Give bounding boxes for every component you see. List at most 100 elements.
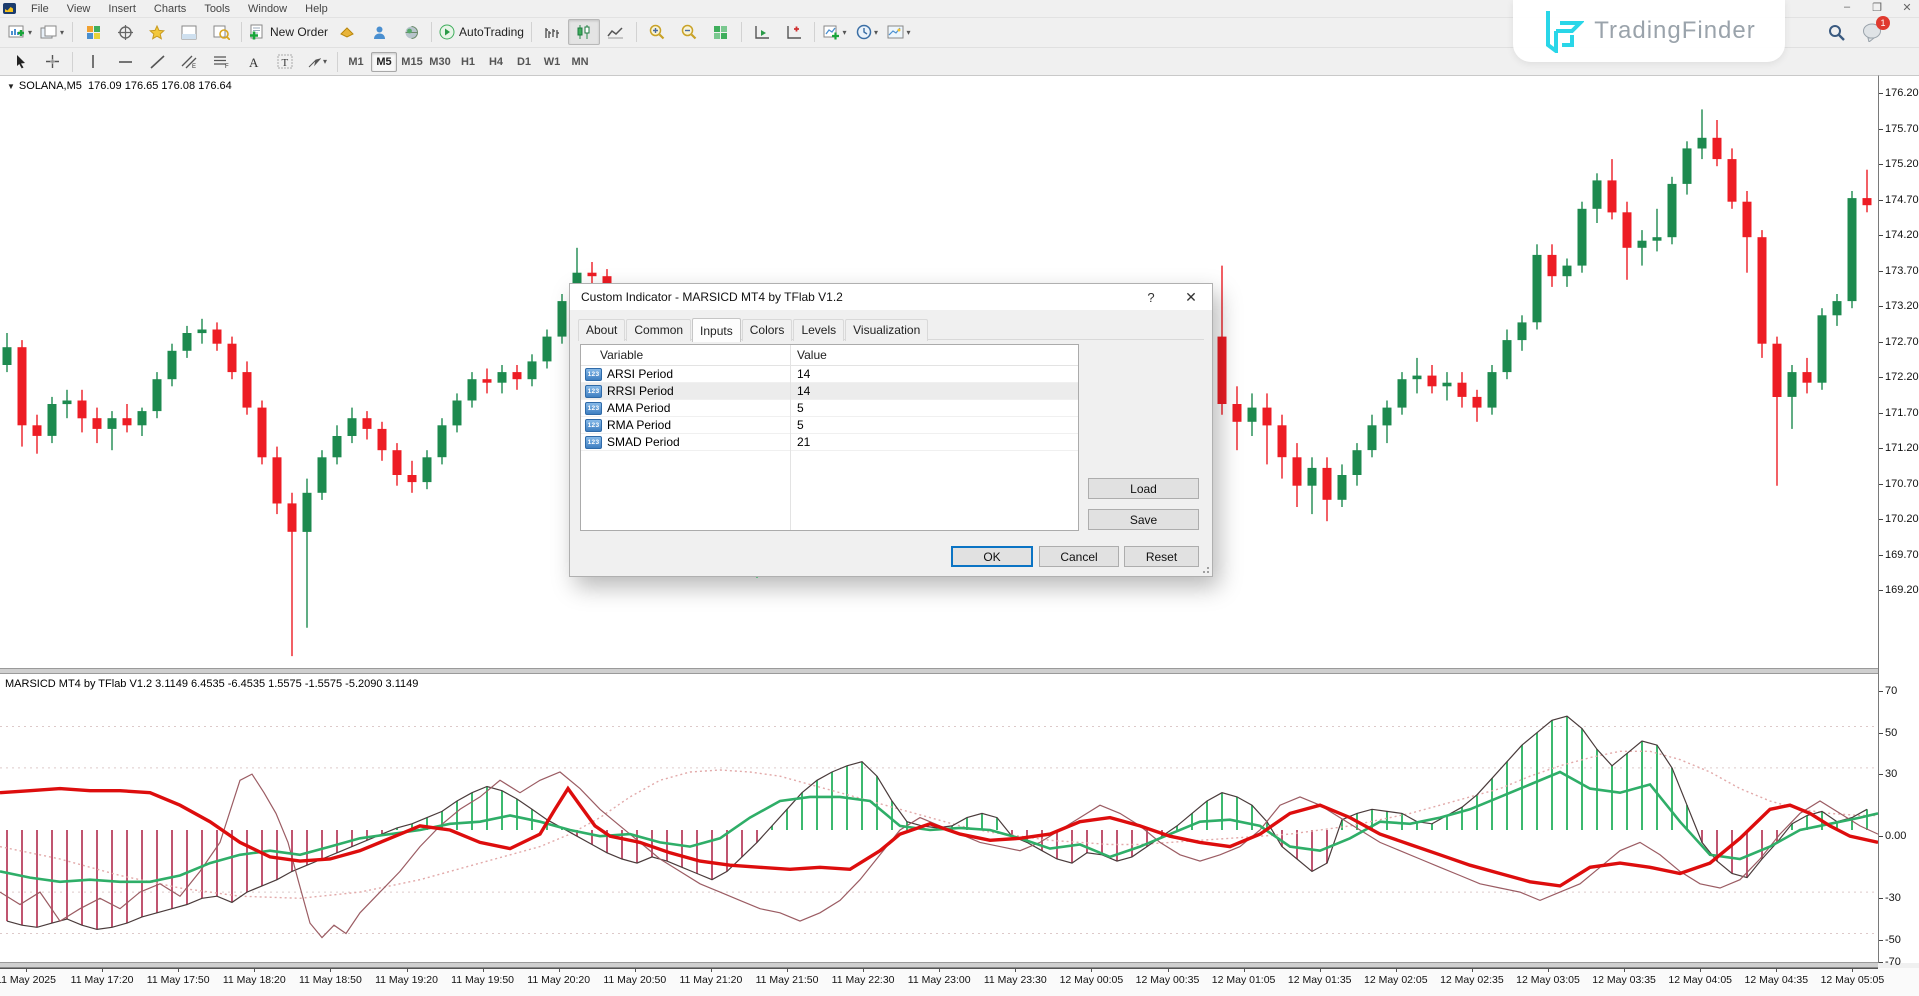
arrows-button[interactable]: ▾ bbox=[301, 49, 333, 75]
tab-levels[interactable]: Levels bbox=[793, 319, 845, 341]
variable-value[interactable]: 21 bbox=[797, 435, 811, 449]
label-icon[interactable]: T bbox=[269, 49, 301, 75]
ok-button[interactable]: OK bbox=[951, 546, 1033, 567]
variable-value[interactable]: 14 bbox=[797, 384, 811, 398]
price-tick bbox=[1879, 377, 1883, 379]
cancel-button[interactable]: Cancel bbox=[1039, 546, 1119, 567]
table-row[interactable]: 123 AMA Period 5 bbox=[581, 400, 1078, 417]
menu-insert[interactable]: Insert bbox=[108, 2, 136, 15]
search-icon[interactable] bbox=[1828, 24, 1846, 42]
crosshair-icon[interactable] bbox=[36, 49, 68, 75]
price-axis-label: 171.70 bbox=[1885, 406, 1919, 419]
text-icon[interactable]: A bbox=[237, 49, 269, 75]
close-button[interactable]: ✕ bbox=[1902, 2, 1912, 14]
vertical-line-icon[interactable] bbox=[77, 49, 109, 75]
panel-divider[interactable] bbox=[0, 668, 1878, 674]
table-row[interactable]: 123 RMA Period 5 bbox=[581, 417, 1078, 434]
save-button[interactable]: Save bbox=[1088, 509, 1199, 530]
tab-colors[interactable]: Colors bbox=[741, 319, 793, 341]
tab-about[interactable]: About bbox=[578, 319, 626, 341]
column-header-variable[interactable]: Variable bbox=[600, 348, 644, 362]
profiles-button[interactable]: ▾ bbox=[36, 19, 68, 45]
table-row[interactable]: 123 SMAD Period 21 bbox=[581, 434, 1078, 451]
new-order-button[interactable]: New Order bbox=[246, 19, 331, 45]
timeframe-m15[interactable]: M15 bbox=[401, 55, 423, 68]
fibonacci-icon[interactable]: F bbox=[205, 49, 237, 75]
navigator-button[interactable] bbox=[141, 19, 173, 45]
price-tick bbox=[1879, 341, 1883, 343]
market-watch-button[interactable] bbox=[77, 19, 109, 45]
periods-button[interactable]: ▾ bbox=[851, 19, 883, 45]
zoom-in-icon[interactable] bbox=[641, 19, 673, 45]
chart-candles-icon[interactable] bbox=[567, 19, 600, 45]
menu-window[interactable]: Window bbox=[248, 2, 288, 15]
table-row[interactable]: 123 ARSI Period 14 bbox=[581, 366, 1078, 383]
variable-value[interactable]: 5 bbox=[797, 418, 804, 432]
resize-grip[interactable] bbox=[1202, 566, 1210, 574]
market-globe-button[interactable] bbox=[395, 19, 427, 45]
symbol-ohlc-label[interactable]: ▼ SOLANA,M5 176.09 176.65 176.08 176.64 bbox=[7, 80, 232, 92]
time-tick bbox=[482, 968, 484, 972]
terminal-button[interactable] bbox=[173, 19, 205, 45]
menu-help[interactable]: Help bbox=[305, 2, 328, 15]
svg-text:E: E bbox=[192, 64, 196, 69]
chart-line-icon[interactable] bbox=[600, 19, 632, 45]
templates-button[interactable]: ▾ bbox=[883, 19, 915, 45]
autotrading-button[interactable]: AutoTrading bbox=[436, 19, 527, 45]
price-tick bbox=[1879, 519, 1883, 521]
column-header-value[interactable]: Value bbox=[797, 348, 827, 362]
indicators-button[interactable]: ▾ bbox=[819, 19, 851, 45]
inputs-table[interactable]: Variable Value 123 ARSI Period 14 123 RRSI P… bbox=[580, 344, 1079, 531]
timeframe-m1[interactable]: M1 bbox=[348, 55, 364, 68]
horizontal-line-icon[interactable] bbox=[109, 49, 141, 75]
chat-icon[interactable]: 1 bbox=[1862, 16, 1890, 42]
trendline-icon[interactable] bbox=[141, 49, 173, 75]
table-row[interactable]: 123 RRSI Period 14 bbox=[581, 383, 1078, 400]
variable-value[interactable]: 14 bbox=[797, 367, 811, 381]
cursor-icon[interactable] bbox=[4, 49, 36, 75]
chart-shift-icon[interactable] bbox=[778, 19, 810, 45]
numeric-input-icon: 123 bbox=[585, 384, 602, 398]
metaeditor-button[interactable] bbox=[331, 19, 363, 45]
tile-windows-icon[interactable] bbox=[705, 19, 737, 45]
auto-scroll-icon[interactable] bbox=[746, 19, 778, 45]
timeframe-m30[interactable]: M30 bbox=[429, 55, 451, 68]
price-axis[interactable]: 176.20 175.70 175.20 174.70 174.20 173.70 173.… bbox=[1878, 75, 1919, 968]
indicator-panel[interactable] bbox=[0, 674, 1878, 962]
load-button[interactable]: Load bbox=[1088, 478, 1199, 499]
equidistant-channel-icon[interactable]: E bbox=[173, 49, 205, 75]
chart-bars-icon[interactable] bbox=[536, 19, 568, 45]
menu-tools[interactable]: Tools bbox=[204, 2, 230, 15]
reset-button[interactable]: Reset bbox=[1124, 546, 1199, 567]
tab-common[interactable]: Common bbox=[626, 319, 692, 341]
restore-button[interactable]: ❐ bbox=[1872, 2, 1882, 14]
menu-view[interactable]: View bbox=[66, 2, 91, 15]
timeframe-w1[interactable]: W1 bbox=[543, 55, 561, 68]
community-button[interactable] bbox=[363, 19, 395, 45]
data-window-button[interactable] bbox=[109, 19, 141, 45]
variable-value[interactable]: 5 bbox=[797, 401, 804, 415]
help-button[interactable]: ? bbox=[1147, 289, 1155, 305]
timeframe-m5[interactable]: M5 bbox=[371, 51, 397, 72]
timeframe-d1[interactable]: D1 bbox=[516, 55, 532, 68]
time-axis-label: 12 May 01:05 bbox=[1211, 974, 1276, 986]
panel-divider[interactable] bbox=[0, 962, 1878, 968]
minimize-button[interactable]: – bbox=[1843, 1, 1851, 13]
zoom-out-icon[interactable] bbox=[673, 19, 705, 45]
dialog-titlebar[interactable]: Custom Indicator - MARSICD MT4 by TFlab … bbox=[570, 284, 1212, 310]
tab-visualization[interactable]: Visualization bbox=[845, 319, 929, 341]
timeframe-mn[interactable]: MN bbox=[571, 55, 589, 68]
menu-file[interactable]: File bbox=[31, 2, 49, 15]
timeframe-h1[interactable]: H1 bbox=[460, 55, 476, 68]
strategy-tester-button[interactable] bbox=[205, 19, 237, 45]
time-axis[interactable]: 11 May 2025 11 May 17:20 11 May 17:50 11 Ma… bbox=[0, 968, 1919, 996]
new-chart-button[interactable]: ▾ bbox=[4, 19, 36, 45]
close-icon[interactable]: ✕ bbox=[1185, 288, 1197, 305]
chevron-down-icon: ▾ bbox=[842, 27, 847, 37]
variable-name: AMA Period bbox=[607, 401, 671, 415]
timeframe-h4[interactable]: H4 bbox=[488, 55, 504, 68]
tab-inputs[interactable]: Inputs bbox=[692, 318, 741, 342]
indicator-values-label[interactable]: MARSICD MT4 by TFlab V1.2 3.1149 6.4535 … bbox=[5, 678, 419, 690]
price-axis-label: 172.70 bbox=[1885, 335, 1919, 348]
menu-charts[interactable]: Charts bbox=[153, 2, 187, 15]
